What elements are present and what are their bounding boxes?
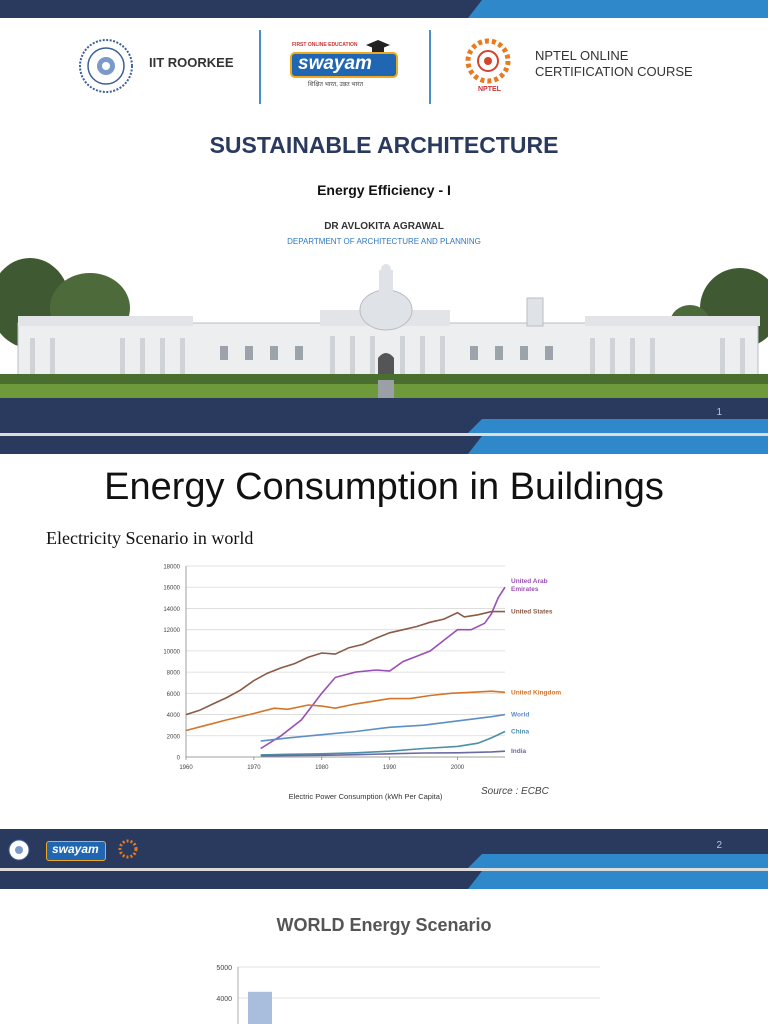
x-tick-label: 2000 <box>451 765 465 771</box>
x-tick-label: 1980 <box>315 765 329 771</box>
page-number: 1 <box>716 407 722 418</box>
bar <box>248 991 272 1024</box>
slide-2: Energy Consumption in Buildings Electric… <box>0 436 768 868</box>
slide-1: IIT ROORKEE FIRST ONLINE EDUCATION swaya… <box>0 0 768 433</box>
x-tick-label: 1990 <box>383 765 397 771</box>
y-tick-label: 4000 <box>167 713 181 719</box>
series-label-india: India <box>511 748 527 755</box>
slide-2-bottom-bar <box>0 829 768 868</box>
slide-1-bottom-bar <box>0 398 768 433</box>
series-label-united-states: United States <box>511 609 553 616</box>
series-line-china <box>260 730 506 756</box>
series-line-united-states <box>185 610 505 716</box>
logo-divider <box>259 30 261 104</box>
x-axis-label: Electric Power Consumption (kWh Per Capi… <box>289 792 443 801</box>
department-name: DEPARTMENT OF ARCHITECTURE AND PLANNING <box>287 237 481 246</box>
page-number: 2 <box>716 840 722 851</box>
slide-1-top-bar <box>0 0 768 18</box>
slide-2-top-bar <box>0 436 768 454</box>
series-label-united-kingdom: United Kingdom <box>511 689 561 696</box>
series-line-world <box>260 713 506 742</box>
series-label-world: World <box>511 712 529 719</box>
y-tick-label: 6000 <box>167 692 181 698</box>
series-line-india <box>260 750 506 757</box>
footer-swayam-wordmark: swayam <box>52 842 99 856</box>
iit-roorkee-seal-icon <box>79 39 133 93</box>
swayam-badge <box>290 52 398 78</box>
iit-roorkee-seal-icon <box>8 839 30 861</box>
x-tick-label: 1960 <box>179 765 193 771</box>
nptel-title-line-1: NPTEL ONLINE <box>535 48 629 63</box>
y-tick-label: 14000 <box>163 607 180 613</box>
series-label-united-arab-emirates: United Arab Emirates <box>511 578 548 593</box>
slide-3-top-bar <box>0 871 768 889</box>
y-tick-label: 0 <box>177 756 181 762</box>
series-label-china: China <box>511 729 529 736</box>
course-title: SUSTAINABLE ARCHITECTURE <box>209 132 559 158</box>
swayam-wordmark: swayam <box>298 53 372 74</box>
y-tick-label: 10000 <box>163 649 180 655</box>
nptel-emblem-icon <box>118 839 138 859</box>
y-tick-label: 2000 <box>167 734 181 740</box>
swayam-tagline-top: FIRST ONLINE EDUCATION <box>292 42 358 48</box>
y-tick-label: 5000 <box>216 965 232 972</box>
world-energy-bar-chart: 4000 5000 <box>216 965 600 1024</box>
series-line-united-arab-emirates <box>260 586 506 750</box>
y-tick-label: 8000 <box>167 671 181 677</box>
y-tick-label: 12000 <box>163 628 180 634</box>
slide-2-subtitle: Electricity Scenario in world <box>46 528 254 548</box>
graduation-cap-icon <box>366 40 390 52</box>
nptel-small-label: NPTEL <box>478 86 501 93</box>
iit-main-building-image <box>0 248 768 398</box>
electricity-consumption-line-chart: 0 2000 4000 6000 8000 10000 12000 14000 16000 180… <box>163 565 561 802</box>
y-tick-label: 18000 <box>163 565 180 571</box>
slide-2-title: Energy Consumption in Buildings <box>104 466 664 508</box>
slide-3-title: WORLD Energy Scenario <box>276 915 492 935</box>
slide-3: WORLD Energy Scenario 4000 5000 <box>0 871 768 1024</box>
y-tick-label: 16000 <box>163 586 180 592</box>
nptel-emblem-icon <box>465 38 511 84</box>
logo-divider <box>429 30 431 104</box>
y-tick-label: 4000 <box>216 996 232 1003</box>
lecture-title: Energy Efficiency - I <box>317 182 451 198</box>
swayam-tagline: शिक्षित भारत, उन्नत भारत <box>308 82 363 88</box>
footer-swayam-logo <box>46 841 106 861</box>
chart-source: Source : ECBC <box>481 786 549 797</box>
iit-roorkee-label: IIT ROORKEE <box>149 55 234 70</box>
series-line-united-kingdom <box>185 690 506 732</box>
x-tick-label: 1970 <box>247 765 261 771</box>
instructor-name: DR AVLOKITA AGRAWAL <box>324 221 444 232</box>
swayam-logo: FIRST ONLINE EDUCATION swayam शिक्षित भा… <box>288 40 400 92</box>
nptel-title-line-2: CERTIFICATION COURSE <box>535 64 693 79</box>
